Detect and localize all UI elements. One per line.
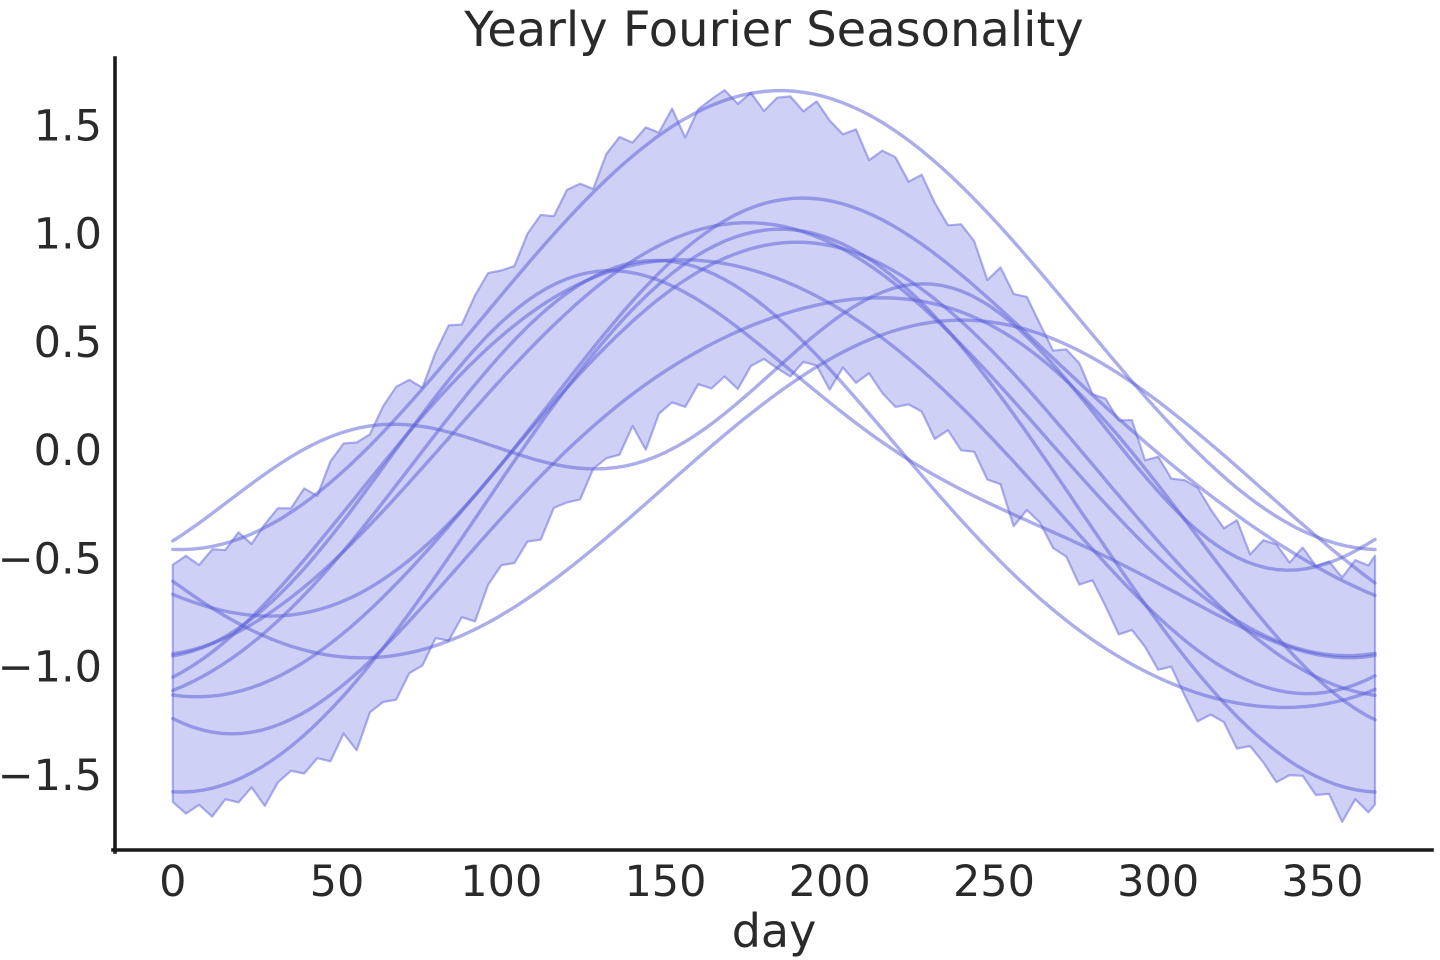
y-tick-label: −0.5	[0, 534, 102, 584]
x-axis-label: day	[732, 904, 817, 958]
fourier-draw-line	[171, 282, 1377, 572]
y-tick-label: −1.0	[0, 643, 102, 693]
fourier-draw-line	[171, 196, 1377, 618]
x-tick-label: 200	[789, 857, 871, 907]
fourier-draw-line	[171, 258, 1377, 710]
y-tick-label: 1.5	[34, 101, 102, 151]
x-tick-label: 50	[310, 857, 365, 907]
x-tick-label: 150	[624, 857, 706, 907]
x-tick-label: 100	[460, 857, 542, 907]
fourier-draw-line	[171, 240, 1377, 699]
chart-title: Yearly Fourier Seasonality	[463, 2, 1083, 58]
y-tick-label: 1.0	[34, 210, 102, 260]
fourier-draw-line	[171, 88, 1377, 552]
y-tick-labels: 1.5 1.0 0.5 0.0 −0.5 −1.0 −1.5	[0, 101, 102, 801]
x-tick-label: 0	[159, 857, 186, 907]
x-tick-label: 300	[1117, 857, 1199, 907]
x-tick-label: 350	[1281, 857, 1363, 907]
fourier-draw-line	[171, 268, 1377, 660]
fourier-draws	[171, 88, 1377, 794]
fourier-draw-line	[171, 220, 1377, 658]
x-tick-labels: 0 50 100 150 200 250 300 350	[159, 857, 1363, 907]
fourier-draw-line	[171, 227, 1377, 794]
fourier-draw-line	[171, 296, 1377, 736]
y-tick-label: 0.0	[34, 426, 102, 476]
y-tick-label: 0.5	[34, 318, 102, 368]
fourier-draw-line	[171, 258, 1377, 696]
y-tick-label: −1.5	[0, 751, 102, 801]
plot-area	[171, 88, 1377, 823]
x-tick-label: 250	[953, 857, 1035, 907]
